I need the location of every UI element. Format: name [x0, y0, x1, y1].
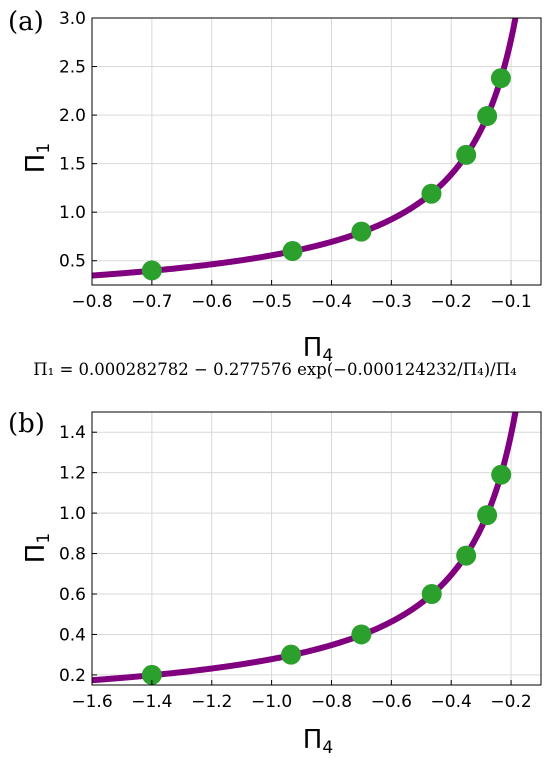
panel-b-grid — [91, 412, 541, 685]
panel-a-data-point — [351, 221, 372, 242]
panel-a-data-point — [490, 68, 511, 89]
panel-b-x-tick-label: −1.4 — [131, 692, 172, 712]
panel-b-y-axis-title: Π1 — [21, 533, 54, 563]
panel-b-x-tick-label: −0.6 — [371, 692, 412, 712]
panel-b-y-tick-label: 1.4 — [59, 423, 86, 443]
panel-a: (a) −0.8 −0.7 −0.6 −0.5 −0.4 −0.3 −0.2 −0.1 0.5… — [8, 7, 542, 366]
panel-a-fit-curve — [92, 18, 519, 279]
panel-a-x-tick-label: −0.4 — [311, 292, 352, 312]
panel-a-x-ticks: −0.8 −0.7 −0.6 −0.5 −0.4 −0.3 −0.2 −0.1 — [71, 280, 532, 312]
panel-a-data-point — [141, 260, 162, 281]
panel-a-x-tick-label: −0.7 — [131, 292, 172, 312]
panel-a-x-tick-label: −0.2 — [431, 292, 472, 312]
panel-a-y-axis-title: Π1 — [21, 143, 54, 173]
panel-b-x-tick-label: −0.4 — [431, 692, 472, 712]
panel-b-data-point — [456, 545, 477, 566]
panel-a-x-tick-label: −0.5 — [251, 292, 292, 312]
panel-a-label: (a) — [8, 7, 44, 37]
panel-a-x-tick-label: −0.1 — [490, 292, 531, 312]
panel-b-x-tick-label: −0.8 — [311, 692, 352, 712]
panel-a-plot-frame — [91, 17, 542, 286]
panel-b-y-tick-label: 0.8 — [59, 545, 86, 565]
panel-a-y-tick-label: 2.0 — [59, 106, 86, 126]
panel-a-y-tick-label: 1.5 — [59, 155, 86, 175]
panel-a-data-point — [477, 106, 498, 127]
panel-b-y-tick-label: 1.0 — [59, 504, 86, 524]
panel-b-x-tick-label: −0.2 — [490, 692, 531, 712]
panel-b-data-point — [281, 644, 302, 665]
panel-b-y-tick-label: 0.4 — [59, 625, 86, 645]
panel-b-fit-curve — [92, 412, 519, 684]
panel-b-y-tick-label: 0.2 — [59, 666, 86, 686]
panel-b-y-tick-label: 1.2 — [59, 464, 86, 484]
panel-a-points — [141, 68, 511, 281]
panel-b-data-point — [477, 505, 498, 526]
panel-a-y-tick-label: 3.0 — [59, 9, 86, 29]
panel-a-y-ticks: 0.5 1.0 1.5 2.0 2.5 3.0 — [59, 9, 97, 272]
panel-b-y-ticks: 0.2 0.4 0.6 0.8 1.0 1.2 1.4 — [59, 423, 97, 686]
panel-b-data-point — [141, 664, 162, 685]
panel-a-x-axis-title: Π4 — [303, 333, 333, 366]
panel-b-x-ticks: −1.6 −1.4 −1.2 −1.0 −0.8 −0.6 −0.4 −0.2 — [71, 680, 532, 712]
panel-a-curve-group — [92, 18, 519, 279]
panel-b-x-tick-label: −1.0 — [251, 692, 292, 712]
panel-a-data-point — [456, 144, 477, 165]
fit-equation: Π₁ = 0.000282782 − 0.277576 exp(−0.00012… — [33, 360, 517, 379]
panel-a-frame — [91, 17, 542, 286]
panel-b-x-tick-label: −1.2 — [191, 692, 232, 712]
panel-a-x-tick-label: −0.8 — [71, 292, 112, 312]
panel-b: (b) −1.6 −1.4 −1.2 −1.0 −0.8 −0.6 −0.4 −0.2 0.2… — [8, 409, 542, 758]
panel-a-y-tick-label: 0.5 — [59, 252, 86, 272]
panel-a-x-tick-label: −0.6 — [191, 292, 232, 312]
panel-b-x-axis-title: Π4 — [303, 725, 333, 758]
panel-b-plot-frame — [91, 411, 542, 686]
panel-a-x-tick-label: −0.3 — [371, 292, 412, 312]
panel-b-points — [141, 464, 512, 685]
panel-b-x-tick-label: −1.6 — [71, 692, 112, 712]
panel-b-data-point — [351, 624, 372, 645]
panel-a-y-tick-label: 2.5 — [59, 58, 86, 78]
panel-b-data-point — [421, 584, 442, 604]
panel-a-y-tick-label: 1.0 — [59, 203, 86, 223]
panel-b-label: (b) — [8, 409, 45, 439]
panel-a-data-point — [421, 183, 442, 204]
panel-a-data-point — [282, 241, 303, 262]
panel-b-y-tick-label: 0.6 — [59, 585, 86, 605]
panel-b-curve-group — [92, 412, 519, 684]
panel-b-data-point — [491, 464, 512, 485]
panel-b-frame — [91, 411, 542, 686]
